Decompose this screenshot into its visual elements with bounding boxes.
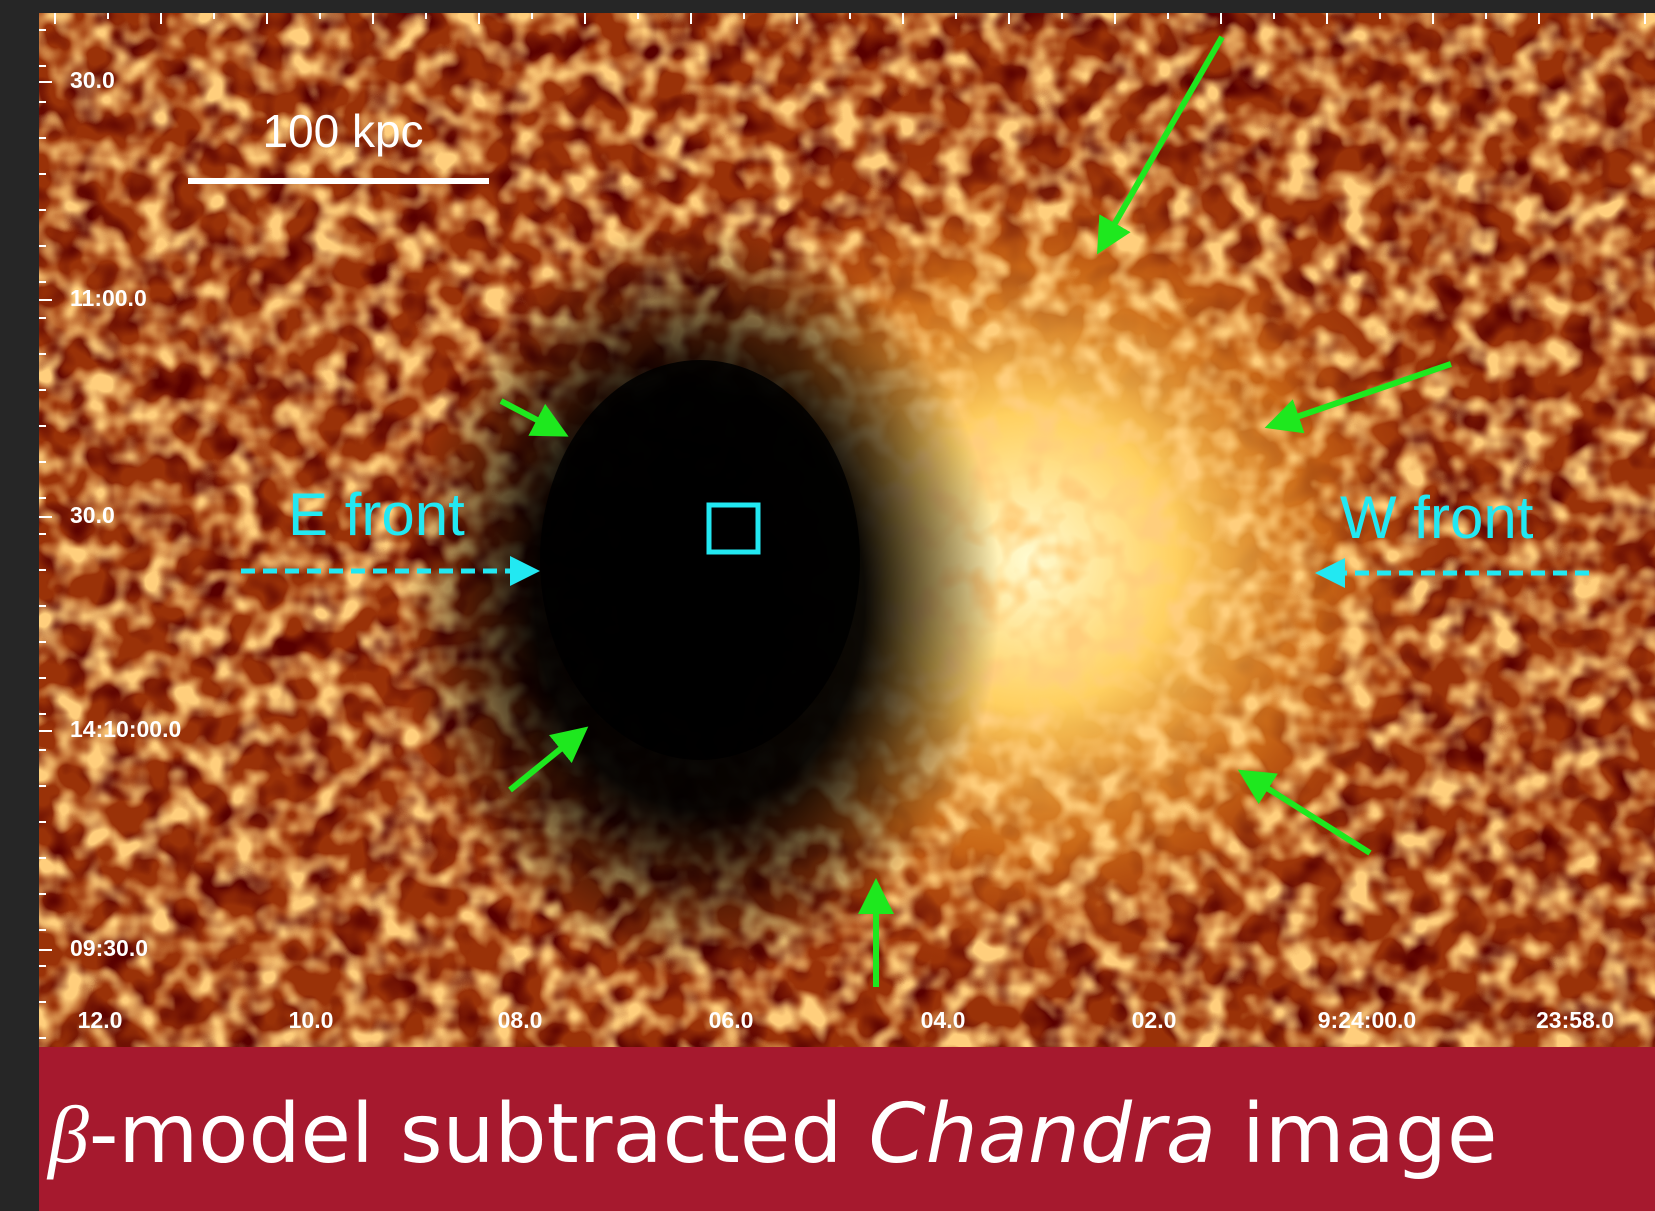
east-front-label: E front: [288, 481, 465, 548]
x-axis-label: 10.0: [289, 1007, 334, 1033]
y-axis-label: 30.0: [70, 502, 115, 528]
scale-bar-label: 100 kpc: [262, 105, 423, 157]
x-axis-label: 9:24:00.0: [1318, 1007, 1416, 1033]
x-axis-label: 08.0: [498, 1007, 543, 1033]
caption-text: -model subtracted: [89, 1087, 869, 1182]
y-axis-label: 30.0: [70, 67, 115, 93]
page: 100 kpc E front W front β-model subtract…: [0, 0, 1655, 1211]
slide: 100 kpc E front W front β-model subtract…: [0, 0, 1655, 1211]
y-axis-label: 09:30.0: [70, 935, 148, 961]
caption-italic: Chandra: [868, 1087, 1215, 1182]
y-axis-label: 11:00.0: [70, 285, 147, 311]
caption-text-end: image: [1216, 1087, 1497, 1182]
x-axis-label: 12.0: [78, 1007, 123, 1033]
x-axis-label: 23:58.0: [1536, 1007, 1614, 1033]
x-axis-label: 06.0: [709, 1007, 754, 1033]
x-axis-label: 02.0: [1132, 1007, 1177, 1033]
beta-symbol: β: [46, 1089, 89, 1180]
caption: β-model subtracted Chandra image: [46, 1087, 1497, 1182]
x-axis-label: 04.0: [921, 1007, 966, 1033]
y-axis-label: 14:10:00.0: [70, 716, 181, 742]
west-front-label: W front: [1340, 484, 1534, 551]
